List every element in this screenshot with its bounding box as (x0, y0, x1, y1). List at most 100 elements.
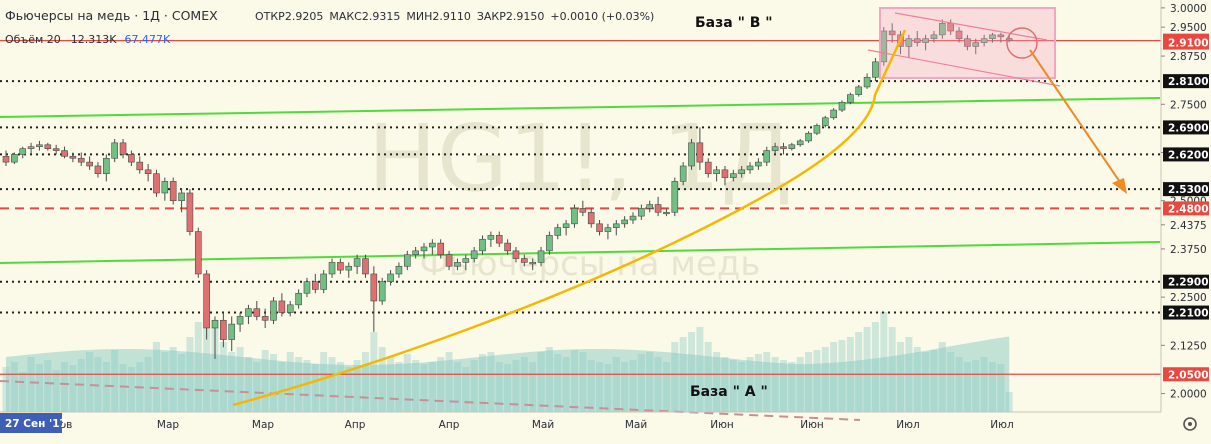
candle-body[interactable] (161, 181, 169, 194)
candle-body[interactable] (721, 169, 729, 178)
candle-body[interactable] (688, 142, 695, 167)
candle-body[interactable] (203, 273, 210, 329)
candle-body[interactable] (872, 61, 879, 78)
base-b-zone[interactable] (879, 7, 1056, 79)
candle-body[interactable] (27, 146, 35, 149)
candle-body[interactable] (153, 173, 160, 194)
candle-body[interactable] (119, 142, 127, 155)
forecast-arrow-line[interactable] (1029, 49, 1125, 189)
candle-body[interactable] (470, 250, 478, 259)
candle-body[interactable] (713, 169, 720, 174)
candle-body[interactable] (454, 262, 461, 267)
candle-body[interactable] (303, 281, 311, 294)
candle-body[interactable] (704, 161, 712, 174)
candle-body[interactable] (270, 300, 277, 321)
candle-body[interactable] (521, 258, 528, 263)
candle-body[interactable] (144, 169, 152, 174)
candle-body[interactable] (495, 235, 503, 244)
candle-body[interactable] (1005, 38, 1013, 41)
candle-body[interactable] (554, 227, 562, 236)
candle-body[interactable] (378, 281, 386, 302)
candle-body[interactable] (312, 281, 319, 290)
candle-body[interactable] (955, 30, 963, 40)
candle-body[interactable] (788, 144, 796, 149)
candle-body[interactable] (922, 38, 929, 43)
candle-body[interactable] (646, 204, 654, 209)
candle-body[interactable] (11, 154, 18, 163)
candle-body[interactable] (972, 42, 980, 47)
candle-body[interactable] (997, 34, 1005, 38)
channel-upper-line[interactable] (894, 12, 1048, 41)
candle-body[interactable] (796, 140, 804, 146)
candle-body[interactable] (479, 238, 486, 252)
candle-body[interactable] (989, 34, 996, 40)
candle-body[interactable] (86, 161, 93, 167)
candle-body[interactable] (888, 30, 896, 36)
candle-body[interactable] (261, 316, 269, 321)
candle-body[interactable] (245, 308, 252, 317)
candle-body[interactable] (370, 273, 378, 302)
candle-body[interactable] (571, 208, 578, 225)
uptrend-curve[interactable] (232, 29, 907, 407)
candle-body[interactable] (353, 258, 361, 267)
candle-body[interactable] (77, 157, 85, 163)
candle-body[interactable] (295, 292, 302, 306)
candle-body[interactable] (362, 258, 369, 275)
candle-body[interactable] (286, 304, 294, 313)
candle-body[interactable] (128, 154, 135, 163)
candle-body[interactable] (679, 165, 687, 182)
candle-body[interactable] (412, 250, 419, 255)
candle-body[interactable] (228, 323, 236, 340)
candle-body[interactable] (420, 246, 428, 252)
candle-body[interactable] (2, 156, 10, 163)
candle-body[interactable] (387, 273, 394, 282)
candle-body[interactable] (579, 208, 587, 213)
last-candle-circle[interactable] (1006, 27, 1038, 59)
candle-body[interactable] (403, 254, 411, 267)
candle-body[interactable] (487, 235, 495, 240)
green-trendline-lower[interactable] (0, 241, 1161, 264)
candle-body[interactable] (863, 76, 871, 88)
candle-body[interactable] (930, 34, 938, 40)
candle-body[interactable] (780, 146, 787, 149)
candle-body[interactable] (771, 146, 779, 151)
candle-body[interactable] (671, 181, 679, 213)
candle-body[interactable] (629, 215, 637, 221)
candle-body[interactable] (103, 157, 110, 174)
candle-body[interactable] (136, 161, 144, 171)
candle-body[interactable] (838, 102, 846, 111)
candle-body[interactable] (562, 223, 570, 228)
candle-body[interactable] (537, 250, 545, 263)
candle-body[interactable] (587, 211, 595, 225)
candle-body[interactable] (980, 38, 988, 43)
candle-body[interactable] (337, 262, 344, 271)
candle-body[interactable] (746, 165, 754, 171)
candle-body[interactable] (813, 125, 821, 134)
candle-body[interactable] (654, 204, 662, 213)
candle-body[interactable] (437, 242, 445, 255)
candle-body[interactable] (546, 235, 553, 252)
candle-body[interactable] (596, 223, 603, 232)
candle-body[interactable] (805, 132, 812, 142)
candle-body[interactable] (236, 316, 244, 325)
candle-body[interactable] (612, 223, 620, 228)
candle-body[interactable] (913, 38, 921, 43)
candle-body[interactable] (939, 22, 946, 36)
candle-body[interactable] (638, 208, 645, 217)
dashed-trendline[interactable] (0, 380, 861, 421)
settings-gear-icon[interactable] (1183, 417, 1197, 431)
candle-body[interactable] (763, 150, 771, 163)
candle-body[interactable] (61, 150, 68, 157)
candle-body[interactable] (19, 148, 27, 155)
candle-body[interactable] (52, 148, 60, 151)
candle-body[interactable] (69, 156, 77, 159)
green-trendline-upper[interactable] (0, 97, 1161, 118)
candle-body[interactable] (462, 258, 470, 263)
candle-body[interactable] (320, 273, 327, 290)
candle-body[interactable] (905, 38, 913, 47)
candle-body[interactable] (821, 117, 829, 126)
candle-body[interactable] (186, 192, 194, 232)
candle-body[interactable] (429, 242, 436, 248)
candle-body[interactable] (529, 262, 536, 265)
